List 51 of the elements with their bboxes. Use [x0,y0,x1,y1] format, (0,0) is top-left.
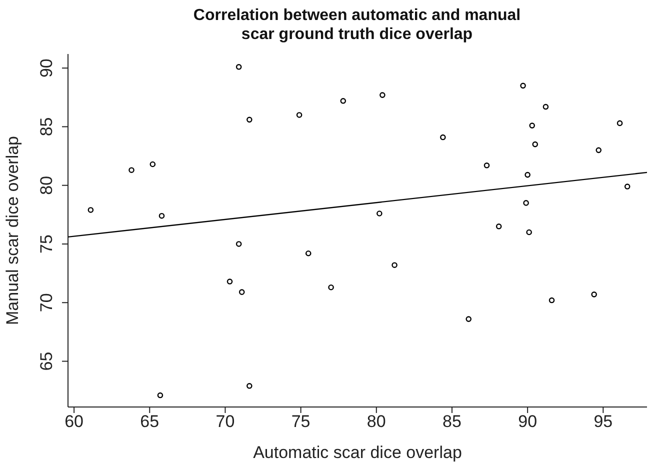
point [548,297,555,304]
point [496,223,502,230]
point [128,167,134,174]
x-axis-title: Automatic scar dice overlap [253,443,462,462]
point [526,229,532,236]
y-tick-label: 65 [37,352,56,371]
point [523,200,529,206]
point [236,64,242,70]
point [591,292,597,298]
y-tick-label: 75 [37,234,56,254]
y-tick-label: 70 [37,293,56,312]
y-tick-label: 80 [37,176,56,195]
point [340,98,346,104]
y-tick-label: 85 [37,117,56,136]
point [596,147,602,154]
point [157,392,164,398]
point [376,210,382,216]
point [305,250,312,256]
point [328,284,334,290]
point [440,134,446,140]
point [520,82,526,89]
point [238,289,245,295]
x-tick-label: 90 [518,412,538,432]
chart-title: Correlation between automatic and manual scar ground truth dice overlap [192,6,522,44]
point [542,104,549,110]
x-tick-label: 80 [366,412,386,432]
x-tick-label: 70 [216,412,235,432]
point [380,92,386,98]
point [529,122,536,128]
point [246,116,252,123]
point [484,162,490,168]
point [226,278,233,284]
point [158,212,165,219]
point [150,161,156,168]
x-tick-label: 95 [594,412,613,432]
y-tick-label: 90 [37,58,56,78]
point [532,141,538,148]
point [524,172,530,178]
point [236,241,242,247]
point [466,316,472,322]
x-tick-label: 85 [442,412,462,432]
point [392,262,398,268]
x-tick-label: 60 [64,412,84,432]
point [296,112,302,118]
point [616,120,623,126]
point [88,207,94,213]
x-tick-label: 65 [140,412,160,432]
point [246,382,252,389]
point [624,184,630,190]
y-axis-title: Manual scar dice overlap [3,136,22,325]
x-tick-label: 75 [291,412,310,432]
